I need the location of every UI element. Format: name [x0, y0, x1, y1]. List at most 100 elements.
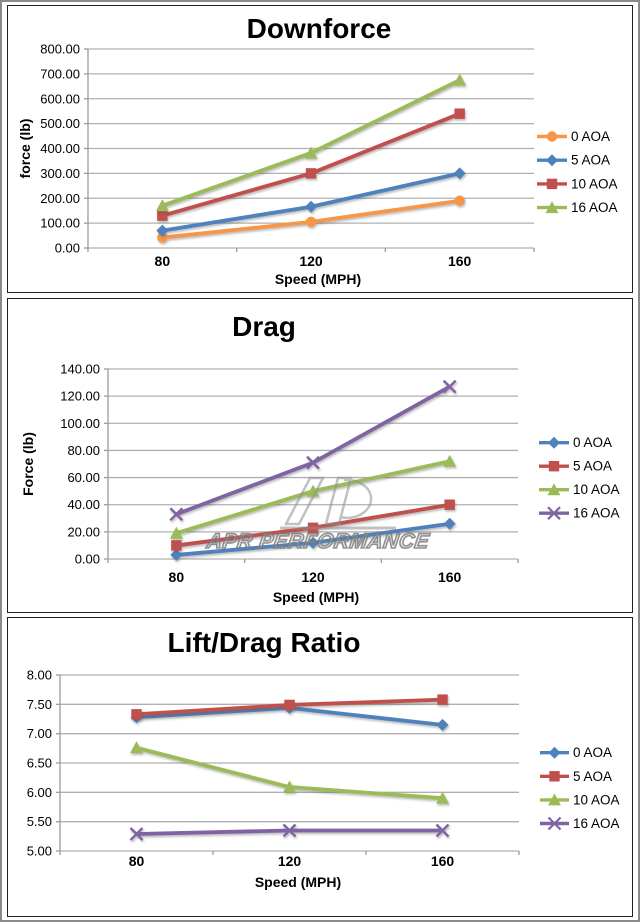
legend-label: 5 AOA: [573, 769, 612, 784]
legend-label: 10 AOA: [571, 176, 618, 191]
marker-triangle: [169, 526, 183, 539]
y-tick-label: 500.00: [40, 116, 80, 131]
legend-label: 16 AOA: [573, 816, 620, 831]
marker-triangle: [304, 146, 318, 159]
y-tick-label: 140.00: [60, 362, 100, 377]
marker-diamond: [156, 224, 169, 237]
y-tick-label: 800.00: [40, 42, 80, 57]
marker-diamond: [305, 200, 317, 213]
x-axis-title: Speed (MPH): [255, 874, 341, 890]
y-tick-label: 5.50: [27, 814, 52, 829]
marker-x: [547, 506, 561, 520]
legend-label: 16 AOA: [571, 200, 618, 215]
x-axis-title: Speed (MPH): [275, 271, 361, 287]
marker-square: [548, 461, 560, 472]
y-tick-label: 700.00: [40, 66, 80, 81]
legend-label: 0 AOA: [573, 745, 612, 760]
y-tick-label: 80.00: [67, 443, 100, 458]
legend-item: 5 AOA: [537, 153, 610, 168]
legend-label: 5 AOA: [573, 459, 612, 474]
marker-circle: [454, 195, 465, 206]
downforce-title: Downforce: [246, 13, 392, 44]
legend-label: 10 AOA: [573, 482, 620, 497]
marker-x: [169, 507, 184, 522]
legend-item: 0 AOA: [540, 745, 612, 760]
y-tick-label: 200.00: [40, 191, 80, 206]
y-tick-label: 300.00: [40, 166, 80, 181]
y-tick-label: 600.00: [40, 91, 80, 106]
legend-item: 5 AOA: [540, 769, 612, 784]
marker-square: [171, 540, 182, 551]
y-tick-label: 400.00: [40, 141, 80, 156]
drag-chart-panel: 140.00 120.00 100.00 80.00 60.00 40.00 20.00 0.…: [7, 298, 633, 613]
series-10-aoa: [130, 741, 449, 804]
lift-drag-ratio-chart-panel: 8.00 7.50 7.00 6.50 6.00 5.50 5.00 80 120 160 Spee…: [7, 617, 633, 917]
marker-diamond: [436, 718, 449, 731]
y-tick-label: 40.00: [67, 497, 100, 512]
x-category-label: 120: [299, 253, 323, 269]
y-axis-title: force (lb): [17, 119, 33, 179]
x-category-label: 120: [301, 569, 325, 585]
marker-x: [129, 827, 144, 841]
marker-diamond: [546, 154, 558, 167]
legend-item: 16 AOA: [537, 200, 618, 215]
marker-triangle: [436, 791, 449, 804]
series-16-aoa: [129, 823, 450, 841]
series-0-aoa: [157, 195, 465, 243]
marker-diamond: [548, 746, 561, 759]
x-category-label: 80: [155, 253, 171, 269]
legend-item: 10 AOA: [540, 792, 620, 807]
marker-square: [454, 108, 465, 119]
legend-item: 16 AOA: [540, 816, 620, 831]
legend-label: 0 AOA: [573, 435, 612, 450]
marker-triangle: [155, 199, 169, 212]
marker-diamond: [307, 536, 319, 549]
series-5-aoa: [156, 167, 466, 237]
legend-label: 5 AOA: [571, 153, 610, 168]
y-tick-label: 0.00: [55, 241, 80, 256]
x-category-label: 160: [438, 569, 462, 585]
y-tick-label: 20.00: [67, 524, 100, 539]
y-tick-label: 100.00: [40, 216, 80, 231]
legend-item: 10 AOA: [537, 176, 618, 191]
y-axis-title: Force (lb): [20, 432, 36, 496]
marker-triangle: [548, 793, 561, 806]
legend-item: 0 AOA: [537, 129, 610, 144]
legend-item: 0 AOA: [539, 435, 612, 450]
y-tick-label: 60.00: [67, 470, 100, 485]
legend-label: 16 AOA: [573, 506, 620, 521]
series-16-aoa: [169, 379, 457, 522]
y-tick-label: 0.00: [75, 552, 100, 567]
series-line: [161, 111, 461, 218]
legend-item: 10 AOA: [539, 482, 620, 497]
marker-triangle: [453, 73, 467, 86]
marker-square: [437, 694, 448, 705]
marker-diamond: [548, 436, 560, 449]
marker-triangle: [547, 483, 561, 496]
marker-x: [547, 816, 562, 831]
x-category-label: 80: [129, 853, 145, 869]
y-tick-label: 8.00: [27, 668, 52, 683]
y-tick-label: 6.00: [27, 785, 52, 800]
x-category-label: 120: [278, 853, 302, 869]
legend-item: 16 AOA: [539, 506, 620, 521]
marker-circle: [305, 216, 317, 228]
y-tick-label: 7.00: [27, 726, 52, 741]
marker-square: [307, 522, 319, 533]
marker-x: [282, 823, 297, 838]
marker-x: [435, 823, 450, 838]
y-tick-label: 7.50: [27, 697, 52, 712]
marker-triangle: [283, 780, 296, 793]
legend-item: 5 AOA: [539, 459, 612, 474]
marker-x: [306, 455, 320, 470]
marker-diamond: [453, 167, 466, 180]
drag-title: Drag: [232, 311, 296, 342]
legend-label: 10 AOA: [573, 792, 620, 807]
x-category-label: 160: [431, 853, 455, 869]
marker-diamond: [443, 517, 456, 530]
lift-drag-ratio-title: Lift/Drag Ratio: [167, 627, 361, 658]
marker-square: [444, 499, 455, 510]
marker-square: [131, 709, 142, 720]
series-10-aoa: [157, 108, 465, 221]
marker-square: [546, 178, 558, 190]
